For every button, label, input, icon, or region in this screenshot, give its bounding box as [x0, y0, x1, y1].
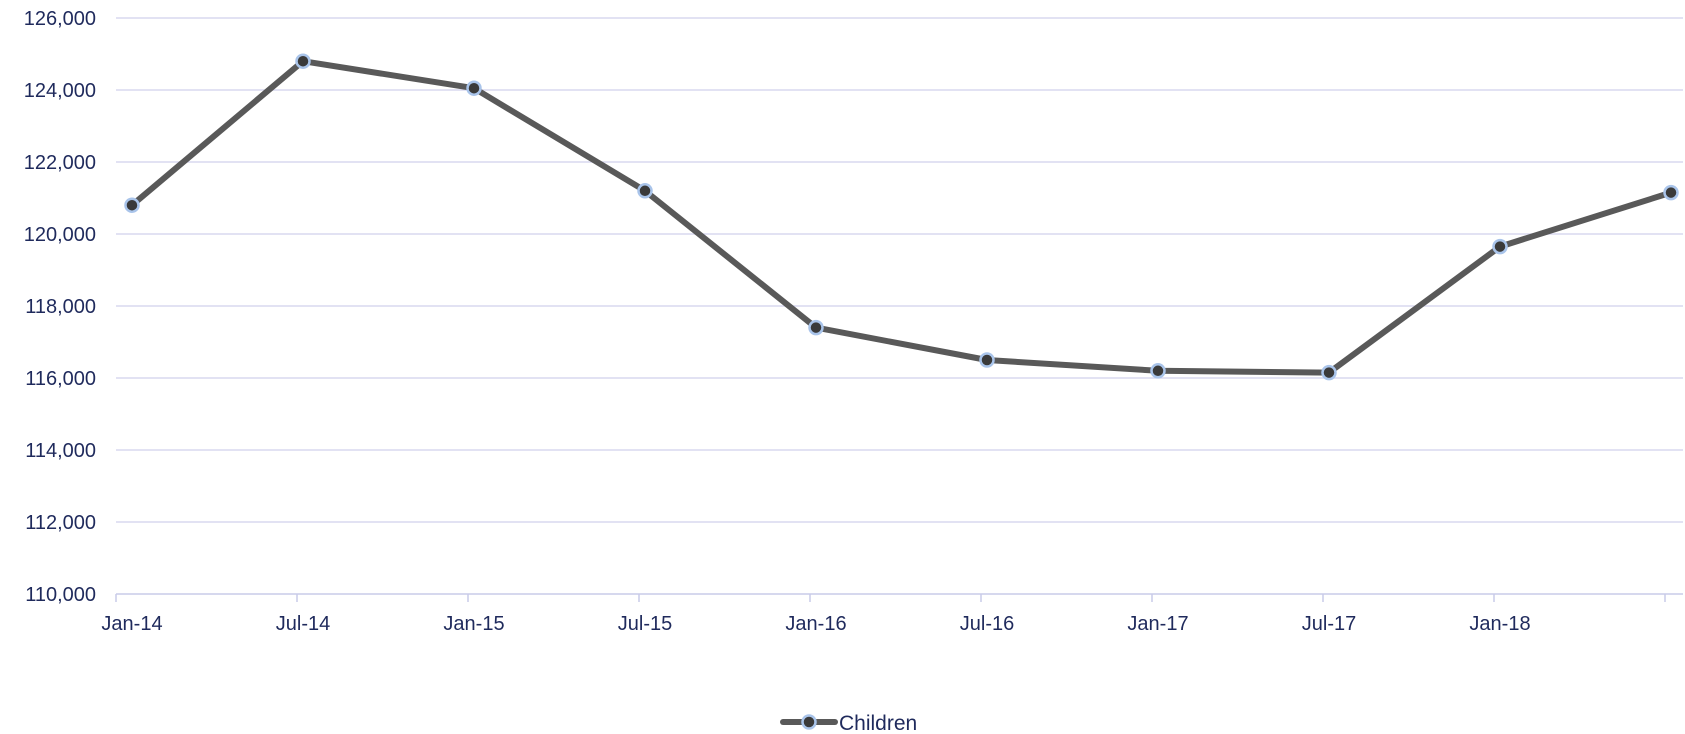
gridlines — [116, 17, 1683, 523]
y-tick-label: 118,000 — [25, 296, 96, 318]
x-tick-label: Jul-14 — [276, 613, 330, 635]
y-tick-label: 120,000 — [24, 224, 96, 246]
y-tick-label: 124,000 — [24, 80, 96, 102]
x-tick-label: Jan-18 — [1469, 613, 1530, 635]
x-tick-label: Jul-15 — [618, 613, 672, 635]
data-point — [808, 319, 824, 336]
data-point — [124, 197, 140, 213]
x-tick-label: Jan-16 — [785, 613, 846, 635]
x-tick-label: Jul-17 — [1302, 613, 1356, 635]
legend: Children — [780, 712, 917, 734]
y-tick-label: 114,000 — [25, 440, 96, 462]
x-tick-label: Jan-17 — [1127, 613, 1188, 635]
series-children — [124, 53, 1679, 381]
data-point — [637, 183, 653, 199]
legend-marker-swatch — [801, 714, 817, 730]
y-tick-label: 110,000 — [25, 584, 96, 606]
x-tick-label: Jan-14 — [101, 613, 162, 635]
y-axis-tick-labels: 110,000 112,000 114,000 116,000 118,000 120,0… — [24, 8, 96, 606]
x-tick-label: Jul-16 — [960, 613, 1014, 635]
data-point — [979, 352, 995, 368]
y-tick-label: 116,000 — [25, 368, 96, 390]
y-tick-label: 112,000 — [25, 512, 96, 534]
x-axis-tick-labels: Jan-14 Jul-14 Jan-15 Jul-15 Jan-16 Jul-16 Jan-… — [101, 613, 1530, 635]
x-axis — [115, 593, 1683, 602]
data-point — [1321, 364, 1337, 381]
series-line — [129, 58, 1674, 376]
data-point — [1150, 363, 1166, 379]
data-point — [1492, 238, 1508, 255]
data-point — [295, 53, 311, 69]
data-point — [1663, 184, 1679, 201]
x-tick-label: Jan-15 — [443, 613, 504, 635]
legend-label: Children — [839, 712, 917, 734]
y-tick-label: 126,000 — [24, 8, 96, 30]
data-point — [466, 80, 482, 96]
y-tick-label: 122,000 — [24, 152, 96, 174]
